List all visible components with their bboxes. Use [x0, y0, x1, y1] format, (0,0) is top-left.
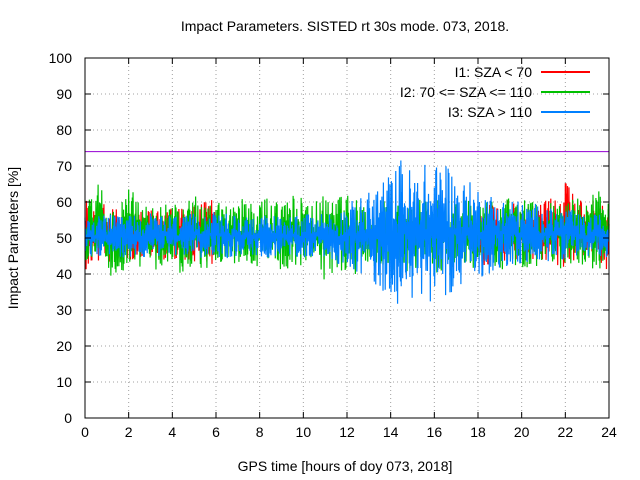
legend: I1: SZA < 70 I2: 70 <= SZA <= 110 I3: SZA … [400, 64, 590, 120]
legend-label: I3: SZA > 110 [448, 104, 532, 120]
series-3-line [84, 160, 610, 304]
series-3-trace [84, 160, 610, 304]
y-tick-label: 40 [56, 266, 72, 282]
x-tick-label: 6 [212, 424, 220, 440]
y-tick-label: 10 [56, 374, 72, 390]
y-tick-label: 30 [56, 302, 72, 318]
x-tick-label: 10 [296, 424, 312, 440]
x-tick-label: 22 [558, 424, 574, 440]
axis-ticks: 0 2 4 6 8 10 12 14 16 18 20 22 240102030405060708090… [49, 50, 617, 440]
x-tick-label: 8 [256, 424, 264, 440]
x-axis-label: GPS time [hours of doy 073, 2018] [238, 458, 453, 474]
x-tick-label: 2 [125, 424, 133, 440]
x-tick-label: 14 [383, 424, 399, 440]
chart-title: Impact Parameters. SISTED rt 30s mode. 0… [181, 18, 509, 34]
y-tick-label: 50 [56, 230, 72, 246]
x-tick-label: 4 [168, 424, 176, 440]
x-tick-label: 16 [427, 424, 443, 440]
y-axis-label: Impact Parameters [%] [5, 167, 21, 309]
x-tick-label: 20 [514, 424, 530, 440]
y-tick-label: 60 [56, 194, 72, 210]
x-tick-label: 12 [339, 424, 355, 440]
y-tick-label: 0 [64, 410, 72, 426]
y-tick-label: 20 [56, 338, 72, 354]
legend-label: I1: SZA < 70 [455, 64, 533, 80]
legend-label: I2: 70 <= SZA <= 110 [400, 84, 532, 100]
y-tick-label: 100 [49, 50, 73, 66]
series-traces [84, 160, 610, 304]
y-tick-label: 80 [56, 122, 72, 138]
y-tick-label: 70 [56, 158, 72, 174]
y-tick-label: 90 [56, 86, 72, 102]
x-tick-label: 18 [470, 424, 486, 440]
x-tick-label: 24 [601, 424, 617, 440]
x-tick-label: 0 [81, 424, 89, 440]
